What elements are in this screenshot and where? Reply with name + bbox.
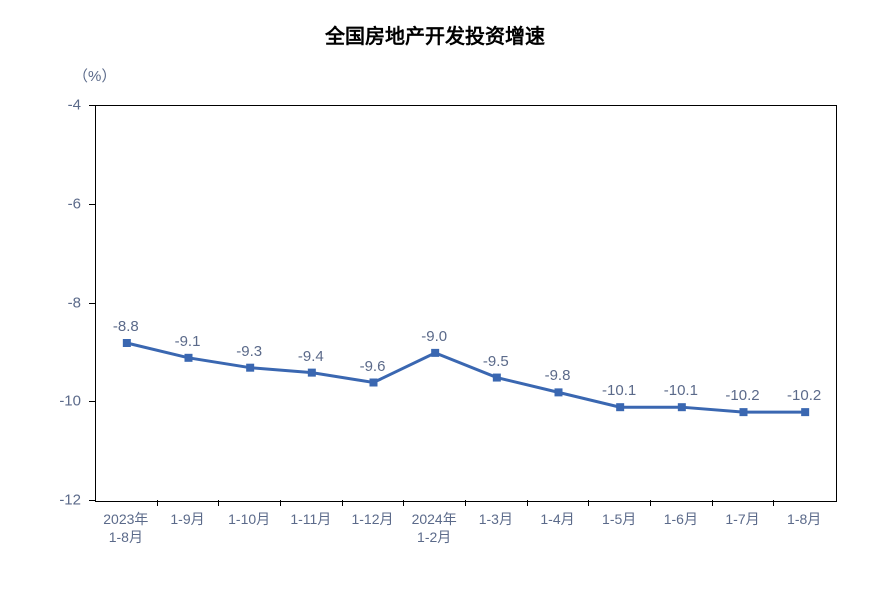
- series-marker: [123, 339, 131, 347]
- y-tick-label: -4: [0, 97, 81, 114]
- chart-title: 全国房地产开发投资增速: [0, 20, 870, 49]
- series-marker: [493, 374, 501, 382]
- plot-area: [95, 105, 837, 502]
- x-tick-mark: [650, 500, 651, 506]
- x-tick-mark: [218, 500, 219, 506]
- x-tick-mark: [403, 500, 404, 506]
- line-series: [96, 106, 836, 501]
- y-tick-label: -6: [0, 195, 81, 212]
- x-tick-mark: [527, 500, 528, 506]
- y-tick-mark: [89, 105, 95, 106]
- series-marker: [246, 364, 254, 372]
- y-tick-label: -8: [0, 294, 81, 311]
- series-line: [127, 343, 805, 412]
- chart-container: 全国房地产开发投资增速 （%） -4-6-8-10-122023年 1-8月1-…: [0, 0, 870, 590]
- x-tick-mark: [465, 500, 466, 506]
- data-point-label: -10.2: [787, 387, 821, 404]
- data-point-label: -9.5: [483, 353, 509, 370]
- x-tick-mark: [342, 500, 343, 506]
- x-tick-mark: [588, 500, 589, 506]
- x-tick-label: 1-9月: [154, 510, 222, 528]
- x-tick-label: 1-3月: [462, 510, 530, 528]
- x-tick-label: 2024年 1-2月: [400, 510, 468, 546]
- y-tick-label: -12: [0, 492, 81, 509]
- series-marker: [308, 369, 316, 377]
- x-tick-mark: [773, 500, 774, 506]
- data-point-label: -9.8: [545, 367, 571, 384]
- y-tick-mark: [89, 500, 95, 501]
- data-point-label: -9.1: [175, 333, 201, 350]
- data-point-label: -10.1: [602, 382, 636, 399]
- data-point-label: -9.0: [421, 328, 447, 345]
- x-tick-mark: [157, 500, 158, 506]
- series-marker: [740, 408, 748, 416]
- series-marker: [185, 354, 193, 362]
- x-tick-label: 1-4月: [524, 510, 592, 528]
- data-point-label: -10.1: [664, 382, 698, 399]
- x-tick-mark: [280, 500, 281, 506]
- series-marker: [431, 349, 439, 357]
- series-marker: [678, 403, 686, 411]
- x-tick-mark: [712, 500, 713, 506]
- x-tick-label: 1-12月: [339, 510, 407, 528]
- series-marker: [555, 388, 563, 396]
- x-tick-label: 1-10月: [215, 510, 283, 528]
- y-tick-mark: [89, 303, 95, 304]
- x-tick-label: 1-6月: [647, 510, 715, 528]
- y-tick-label: -10: [0, 393, 81, 410]
- x-tick-label: 1-11月: [277, 510, 345, 528]
- data-point-label: -9.4: [298, 348, 324, 365]
- y-axis-unit: （%）: [73, 65, 116, 86]
- series-marker: [616, 403, 624, 411]
- x-tick-label: 1-8月: [770, 510, 838, 528]
- data-point-label: -8.8: [113, 318, 139, 335]
- data-point-label: -9.6: [360, 358, 386, 375]
- data-point-label: -10.2: [725, 387, 759, 404]
- x-tick-label: 1-5月: [585, 510, 653, 528]
- series-marker: [370, 379, 378, 387]
- y-tick-mark: [89, 204, 95, 205]
- data-point-label: -9.3: [236, 343, 262, 360]
- x-tick-label: 1-7月: [709, 510, 777, 528]
- y-tick-mark: [89, 401, 95, 402]
- series-marker: [801, 408, 809, 416]
- x-tick-label: 2023年 1-8月: [92, 510, 160, 546]
